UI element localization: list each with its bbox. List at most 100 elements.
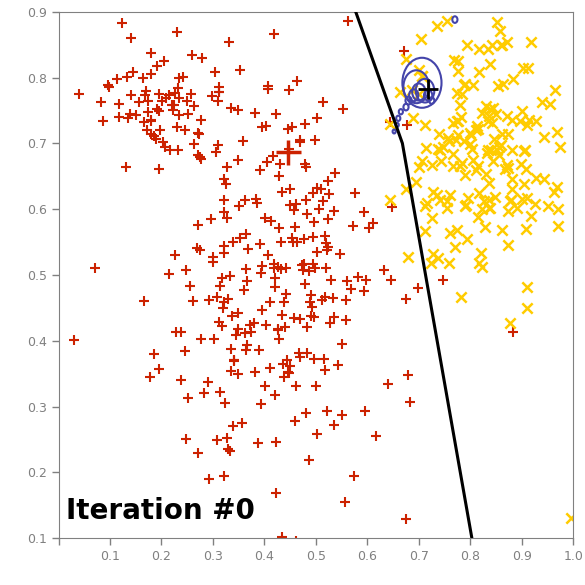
Point [274,334,283,343]
Point [256,399,266,408]
Point [251,194,260,204]
Point [323,407,332,416]
Point [466,140,475,149]
Point [437,157,446,166]
Point [316,184,326,194]
Point [442,204,452,213]
Point [452,88,462,98]
Point [414,163,424,172]
Point [290,223,300,232]
Point [526,37,536,46]
Point [539,132,549,142]
Point [451,243,460,252]
Point [427,160,436,169]
Point [114,99,123,108]
Point [126,91,136,100]
Point [487,118,497,128]
Point [321,366,330,375]
Point [213,435,222,445]
Point [212,292,222,301]
Point [436,146,445,155]
Point [204,474,214,484]
Point [460,170,470,180]
Point [168,100,177,109]
Point [261,122,271,131]
Point [403,253,412,262]
Point [480,196,489,205]
Point [295,314,305,324]
Point [154,90,164,99]
Point [209,335,219,344]
Point [361,276,370,285]
Point [228,422,238,431]
Point [195,246,204,255]
Point [429,249,438,259]
Point [193,150,202,160]
Point [317,295,326,304]
Point [417,35,426,44]
Point [285,184,294,194]
Point [291,199,301,209]
Point [115,112,124,122]
Point [226,344,235,353]
Point [142,126,151,135]
Point [518,63,528,73]
Point [488,156,498,165]
Point [507,174,517,184]
Point [462,235,472,244]
Point [453,0,463,1]
Point [349,472,359,481]
Point [204,377,213,387]
Point [553,221,563,230]
Point [508,145,517,154]
Point [168,105,178,115]
Point [354,273,363,282]
Point [295,137,304,147]
Point [553,128,562,137]
Point [457,292,466,302]
Point [329,293,338,302]
Point [504,241,513,250]
Point [506,318,515,327]
Point [311,264,320,273]
Point [555,142,565,152]
Point [233,105,242,115]
Point [539,175,549,184]
Point [346,284,356,294]
Point [161,94,171,103]
Point [500,164,510,174]
Point [154,106,163,116]
Point [421,144,431,153]
Point [173,122,182,132]
Point [300,234,309,243]
Point [273,324,283,333]
Point [122,73,131,82]
Point [214,82,223,91]
Point [181,347,190,356]
Point [263,82,272,91]
Point [128,67,137,77]
Point [295,135,305,144]
Point [493,18,502,27]
Point [329,207,339,216]
Point [158,137,167,147]
Point [520,146,529,155]
Point [283,367,292,377]
Point [173,145,183,154]
Point [308,260,318,269]
Point [452,116,462,125]
Point [495,26,505,36]
Point [274,325,283,334]
Point [312,429,322,438]
Point [544,201,553,211]
Point [449,56,459,65]
Point [453,226,462,235]
Point [312,247,322,256]
Point [302,323,311,332]
Point [418,71,427,80]
Point [338,105,347,114]
Point [379,266,388,275]
Point [495,150,504,159]
Point [235,233,245,242]
Point [309,232,318,242]
